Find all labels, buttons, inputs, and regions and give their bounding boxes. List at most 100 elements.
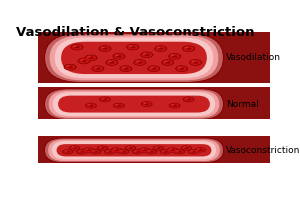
- Ellipse shape: [119, 65, 132, 72]
- Ellipse shape: [64, 64, 76, 70]
- Ellipse shape: [70, 44, 83, 50]
- Ellipse shape: [88, 105, 93, 107]
- Ellipse shape: [115, 55, 119, 56]
- Ellipse shape: [120, 66, 131, 71]
- Ellipse shape: [176, 151, 179, 152]
- Ellipse shape: [64, 151, 68, 152]
- Ellipse shape: [175, 65, 188, 72]
- Ellipse shape: [184, 97, 194, 102]
- Ellipse shape: [116, 55, 122, 58]
- Ellipse shape: [193, 61, 198, 64]
- FancyBboxPatch shape: [58, 96, 210, 113]
- Ellipse shape: [163, 151, 168, 153]
- Ellipse shape: [191, 151, 196, 153]
- FancyBboxPatch shape: [50, 35, 218, 80]
- Ellipse shape: [135, 151, 140, 153]
- Ellipse shape: [84, 148, 93, 152]
- Ellipse shape: [80, 59, 84, 61]
- Ellipse shape: [182, 146, 191, 150]
- Ellipse shape: [69, 146, 80, 150]
- Ellipse shape: [153, 146, 164, 151]
- Ellipse shape: [154, 146, 163, 150]
- Ellipse shape: [171, 104, 175, 105]
- FancyBboxPatch shape: [53, 92, 215, 116]
- FancyBboxPatch shape: [44, 33, 224, 83]
- Ellipse shape: [181, 146, 192, 151]
- Ellipse shape: [107, 151, 112, 153]
- Ellipse shape: [112, 53, 125, 60]
- Ellipse shape: [143, 53, 147, 55]
- Ellipse shape: [102, 47, 108, 50]
- Ellipse shape: [186, 98, 191, 101]
- Ellipse shape: [186, 47, 191, 50]
- Ellipse shape: [128, 44, 138, 50]
- Text: Vasodilation: Vasodilation: [226, 53, 281, 62]
- Ellipse shape: [179, 67, 184, 70]
- Ellipse shape: [92, 66, 104, 71]
- Ellipse shape: [125, 146, 136, 151]
- Ellipse shape: [94, 67, 98, 68]
- Ellipse shape: [134, 151, 137, 152]
- Ellipse shape: [111, 148, 122, 152]
- Ellipse shape: [106, 151, 109, 152]
- Ellipse shape: [165, 61, 170, 64]
- Ellipse shape: [136, 61, 140, 62]
- Ellipse shape: [197, 149, 200, 150]
- Ellipse shape: [100, 147, 105, 149]
- FancyBboxPatch shape: [44, 89, 224, 119]
- Ellipse shape: [198, 149, 202, 151]
- Ellipse shape: [175, 150, 184, 154]
- Ellipse shape: [116, 105, 121, 107]
- Ellipse shape: [172, 55, 177, 58]
- Ellipse shape: [65, 151, 70, 153]
- Ellipse shape: [76, 149, 87, 154]
- Ellipse shape: [143, 103, 147, 104]
- Ellipse shape: [161, 59, 174, 66]
- Text: Normal: Normal: [226, 100, 259, 109]
- Ellipse shape: [196, 148, 205, 152]
- Ellipse shape: [164, 61, 168, 62]
- Ellipse shape: [130, 46, 136, 48]
- Ellipse shape: [118, 149, 129, 154]
- Ellipse shape: [195, 147, 206, 152]
- Ellipse shape: [190, 60, 201, 65]
- Ellipse shape: [108, 61, 112, 62]
- Bar: [38, 32, 270, 84]
- Ellipse shape: [133, 150, 142, 154]
- Ellipse shape: [86, 103, 96, 108]
- Ellipse shape: [68, 66, 73, 68]
- Ellipse shape: [172, 105, 177, 107]
- Ellipse shape: [106, 60, 117, 65]
- Ellipse shape: [93, 151, 98, 153]
- Ellipse shape: [155, 46, 166, 51]
- Ellipse shape: [160, 149, 171, 154]
- Ellipse shape: [73, 45, 77, 47]
- Ellipse shape: [183, 147, 186, 148]
- Ellipse shape: [112, 148, 121, 152]
- Bar: [38, 136, 270, 164]
- FancyBboxPatch shape: [57, 144, 212, 156]
- Ellipse shape: [151, 67, 156, 70]
- Ellipse shape: [188, 149, 199, 154]
- Ellipse shape: [72, 147, 77, 149]
- Ellipse shape: [79, 151, 84, 153]
- Ellipse shape: [121, 151, 126, 153]
- FancyBboxPatch shape: [61, 42, 207, 74]
- Ellipse shape: [134, 60, 145, 65]
- FancyBboxPatch shape: [44, 138, 224, 163]
- Ellipse shape: [128, 147, 133, 149]
- Ellipse shape: [116, 104, 119, 105]
- Ellipse shape: [97, 146, 108, 151]
- FancyBboxPatch shape: [55, 37, 213, 78]
- Ellipse shape: [183, 46, 194, 51]
- FancyBboxPatch shape: [52, 141, 216, 160]
- Ellipse shape: [98, 45, 111, 52]
- Text: Vasodilation & Vasoconstriction: Vasodilation & Vasoconstriction: [16, 26, 254, 39]
- Ellipse shape: [71, 147, 75, 148]
- Ellipse shape: [158, 47, 164, 50]
- Ellipse shape: [104, 149, 115, 154]
- Ellipse shape: [148, 151, 151, 152]
- Ellipse shape: [144, 103, 149, 105]
- Ellipse shape: [177, 151, 182, 153]
- Ellipse shape: [126, 146, 135, 150]
